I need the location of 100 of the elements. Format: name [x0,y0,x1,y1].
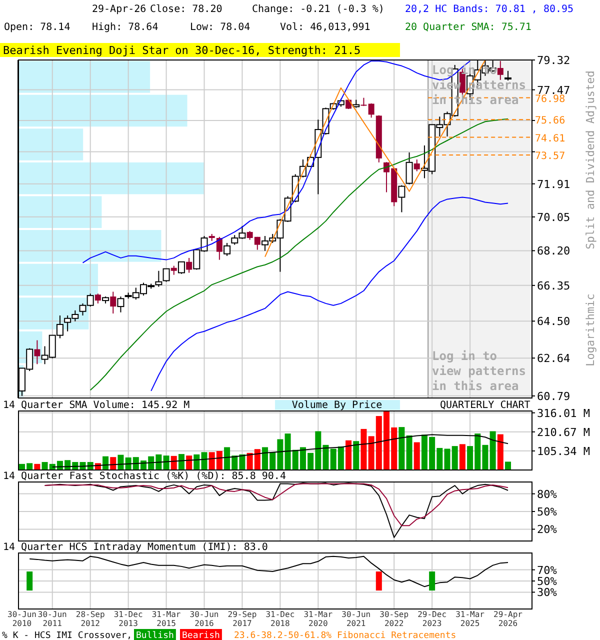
x-tick-label: 31-Mar 2015 [152,610,181,628]
ref-line-label: 73.57 [535,151,566,162]
candlestick [398,184,406,213]
x-tick-label: 31-Mar 2020 [304,610,333,628]
x-tick-label: 31-Dec 2018 [266,610,295,628]
ref-line-label: 75.66 [535,116,566,127]
candlestick [178,261,185,274]
candlestick [162,268,170,282]
candlestick [368,102,374,118]
text: 20 Quarter SMA: 75.71 [405,22,532,33]
candlestick [110,291,116,314]
candlestick [406,152,413,185]
bar [194,454,200,470]
y-tick-label: 50% [537,575,558,588]
ref-line-label: 74.61 [535,133,566,144]
candlestick [170,265,177,276]
text: Vol: 46,013,991 [280,22,370,33]
text: Close: 78.20 [150,4,222,15]
bar [398,427,405,470]
y-tick-label: 70.05 [537,210,570,224]
y-tick-label: 71.91 [537,178,570,191]
candlestick [34,340,40,365]
candlestick [497,60,504,80]
candlestick [216,236,222,260]
x-tick-label: 29-Dec 2023 [418,610,447,628]
candlestick [224,242,231,256]
bar [459,444,466,470]
bar [178,454,184,470]
x-tick-label: 31-Mar 2025 [456,610,485,628]
annotation: Log in to view patterns in this area [432,349,526,393]
y-tick-label: 316.01 M [537,406,590,420]
bar [18,264,98,296]
y-tick-label: 62.64 [537,352,570,366]
x-tick-label: 28-Sep 2012 [76,610,105,628]
text: Volume By Price [292,400,382,411]
x-tick-label: 29-Sep 2017 [228,610,257,628]
candlestick [186,257,192,274]
y-tick-label: 20% [537,523,558,536]
y-tick-label: 68.20 [537,244,570,258]
line-series [44,483,508,526]
x-tick-label: 30-Jun 2010 [8,610,37,628]
text: Open: 78.14 [4,22,70,33]
bar [353,441,360,470]
bar [186,456,192,470]
y-tick-label: 79.32 [537,54,570,67]
bar [490,431,496,470]
text: Bearish [182,631,220,640]
text: 23.6-38.2-50-61.8% Fibonacci Retracements [234,631,456,640]
text: 20,2 HC Bands: 70.81 , 80.95 [405,4,574,15]
x-tick-label: 30-Jun 2011 [38,610,68,628]
bar [497,434,504,470]
ref-line-label: 76.98 [535,94,566,105]
y-tick-label: 64.50 [537,315,570,328]
text: QUARTERLY CHART [440,400,530,411]
y-tick-label: 30% [537,586,558,600]
x-tick-label: 29-Apr 2026 [494,610,523,628]
y-tick-label: 105.34 M [537,444,590,458]
bar [414,442,420,470]
y-tick-label: 66.35 [537,279,570,292]
bar [406,435,412,470]
y-tick-label: 70% [537,564,558,577]
y-tick-label: 60.79 [537,390,570,403]
bar [346,440,352,470]
text: High: 78.64 [92,22,158,33]
text: Logarithmic [584,294,597,366]
bar [18,196,102,228]
y-tick-label: 210.67 M [537,426,590,439]
bar [18,61,150,93]
x-tick-label: 30-Jun 2016 [190,610,219,628]
line-series [52,434,508,468]
bar [18,128,84,160]
text: Change: -0.21 (-0.3 %) [252,4,384,15]
text: Bullish [136,631,174,640]
bar [34,464,40,470]
chart-title: Bearish Evening Doji Star on 30-Dec-16, Strength: 21.5 [3,44,361,57]
text: Low: 78.04 [190,22,250,33]
candlestick [414,158,420,172]
text: % K - HCS IMI Crossover, [2,631,132,640]
y-tick-label: 80% [537,488,558,501]
bar [18,162,204,194]
chart-title: 14 Quarter SMA Volume: 145.92 M [3,400,190,411]
y-tick-label: 50% [537,506,558,518]
line-series [29,556,508,588]
x-tick-label: 31-Dec 2013 [114,610,143,628]
bar [360,428,367,470]
bar [505,462,511,470]
bar [18,230,162,262]
candlestick [117,296,124,313]
bar [201,452,208,470]
chart-title: 14 Quarter Fast Stochastic (%K) (%D): 85.8 90.4 [3,471,286,482]
chart-title: 14 Quarter HCS Intraday Momentum (IMI): 83.0 [3,542,268,553]
text: 29-Apr-26 [92,4,146,15]
candlestick [155,270,162,288]
candlestick [94,293,101,304]
x-tick-label: 30-Sep 2022 [380,610,409,628]
x-tick-label: 30-Jun 2021 [342,610,371,628]
y-axis-title: Split and Dividend Adjusted [584,70,597,250]
bar [18,94,188,127]
bar [18,298,89,330]
bar [163,456,170,470]
